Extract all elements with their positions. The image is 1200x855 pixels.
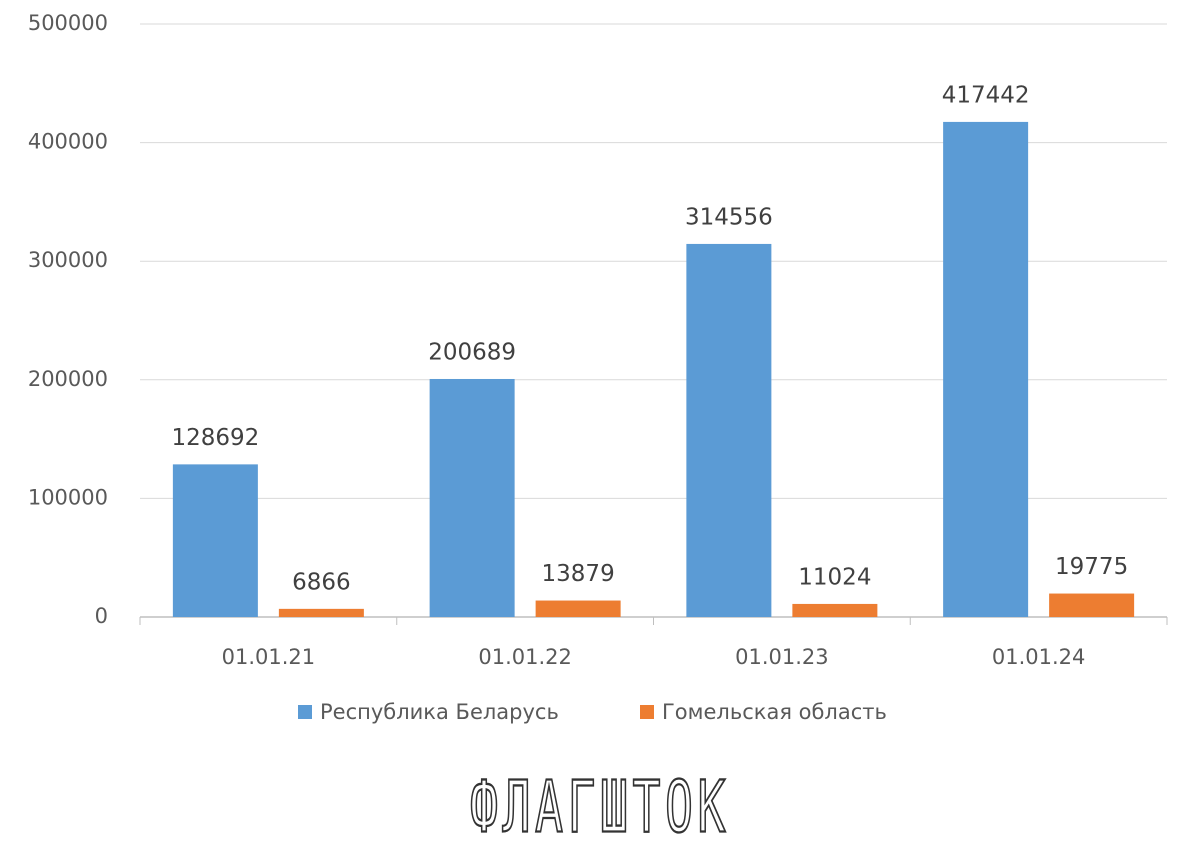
x-tick-label: 01.01.22 — [478, 645, 572, 669]
bar — [278, 608, 364, 617]
y-tick-label: 400000 — [28, 130, 108, 154]
value-label: 19775 — [1055, 554, 1128, 580]
bar — [1049, 593, 1135, 617]
x-tick-label: 01.01.23 — [735, 645, 829, 669]
legend-label: Гомельская область — [662, 700, 887, 724]
bar — [792, 603, 878, 617]
value-label: 200689 — [428, 339, 516, 365]
bar — [429, 378, 515, 617]
legend-label: Республика Беларусь — [320, 700, 559, 724]
x-tick-label: 01.01.24 — [992, 645, 1086, 669]
watermark: ФЛАГШТОК — [470, 766, 730, 849]
x-tick-label: 01.01.21 — [222, 645, 316, 669]
bar — [172, 464, 258, 617]
bar — [535, 600, 621, 617]
legend-swatch — [640, 705, 654, 719]
legend-swatch — [298, 705, 312, 719]
value-label: 314556 — [685, 204, 773, 230]
value-label: 417442 — [942, 82, 1030, 108]
y-tick-label: 300000 — [28, 248, 108, 272]
value-label: 6866 — [292, 569, 351, 595]
bar — [943, 121, 1029, 617]
value-label: 13879 — [542, 561, 615, 587]
y-tick-label: 100000 — [28, 485, 108, 509]
y-tick-label: 0 — [95, 604, 108, 628]
bar — [686, 243, 772, 617]
value-label: 11024 — [798, 564, 871, 590]
y-tick-label: 200000 — [28, 367, 108, 391]
y-tick-label: 500000 — [28, 11, 108, 35]
value-label: 128692 — [171, 425, 259, 451]
